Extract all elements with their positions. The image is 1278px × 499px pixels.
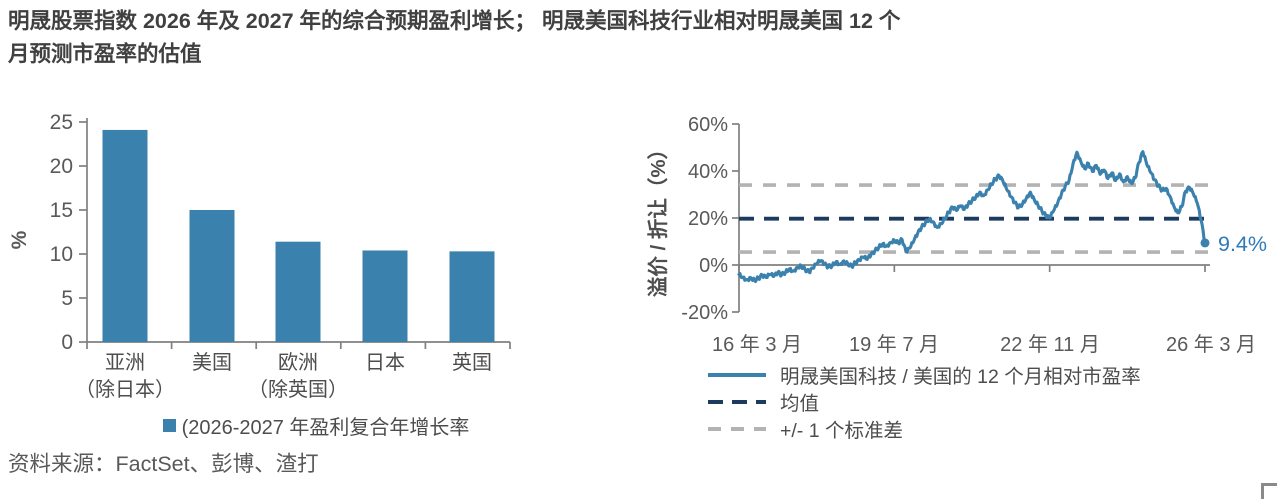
source-note: 资料来源：FactSet、彭博、渣打 <box>8 452 319 476</box>
line-x-tick-label: 16 年 3 月 <box>712 333 802 356</box>
bar-1 <box>189 210 235 342</box>
relative-pe-series-line <box>737 150 1207 284</box>
series-end-dot <box>1200 238 1210 248</box>
bar-y-tick-label: 20 <box>50 155 73 178</box>
bar-4 <box>449 251 495 342</box>
line-x-tick-label: 26 年 3 月 <box>1166 333 1256 356</box>
bar-category-label: （除日本） <box>75 378 175 401</box>
line-chart-relative-pe: 溢价 / 折让（%） 60% 40% 20% 0% -20% 16 年 3 月 19 年 7 … <box>646 114 1267 356</box>
page-title-line2: 月预测市盈率的估值 <box>8 42 202 66</box>
page-title-line1: 明晟股票指数 2026 年及 2027 年的综合预期盈利增长； 明晟美国科技行业… <box>8 9 901 33</box>
line-x-tick-label: 22 年 11 月 <box>1000 333 1100 356</box>
line-y-tick-label: 0% <box>699 255 728 277</box>
bar-2 <box>275 241 321 342</box>
solid-line-swatch-icon <box>708 372 766 377</box>
bar-0 <box>102 129 148 342</box>
bar-category-label: 欧洲 <box>278 351 318 374</box>
line-chart-legend: 明晟美国科技 / 美国的 12 个月相对市盈率 均值 +/- 1 个标准差 <box>708 361 1141 442</box>
bar-y-tick-label: 0 <box>61 331 73 354</box>
bar-y-tick-label: 25 <box>50 111 73 134</box>
bar-y-tick-label: 15 <box>50 199 73 222</box>
legend-row-stdev: +/- 1 个标准差 <box>708 415 1141 442</box>
bar-chart-legend: (2026-2027 年盈利复合年增长率 <box>0 411 632 440</box>
line-y-tick-label: 40% <box>688 161 728 183</box>
navy-dash-swatch-icon <box>708 399 766 404</box>
legend-row-mean: 均值 <box>708 388 1141 415</box>
line-x-tick-label: 19 年 7 月 <box>849 333 939 356</box>
bar-category-label: 日本 <box>365 351 405 374</box>
gray-dash-swatch-icon <box>708 426 766 431</box>
bar-3 <box>362 250 408 342</box>
bar-category-label: 亚洲 <box>105 352 145 374</box>
bar-chart-earnings-growth: % 0 5 10 15 20 25 亚洲 （除日本） 美国 欧洲 （除英国） 日本 英国 <box>8 111 511 401</box>
legend-label-mean: 均值 <box>780 393 820 415</box>
page-number-partial-glyph <box>1261 483 1277 499</box>
bar-y-tick-label: 10 <box>50 243 73 266</box>
bar-legend-label: (2026-2027 年盈利复合年增长率 <box>181 417 470 439</box>
page-title: 明晟股票指数 2026 年及 2027 年的综合预期盈利增长； 明晟美国科技行业… <box>8 5 1270 71</box>
bar-y-tick-label: 5 <box>61 287 73 310</box>
bar-category-label: 英国 <box>452 351 492 374</box>
bar-category-label: 美国 <box>192 351 232 374</box>
line-y-tick-label: -20% <box>681 302 728 324</box>
legend-row-series: 明晟美国科技 / 美国的 12 个月相对市盈率 <box>708 361 1141 388</box>
end-value-annotation: 9.4% <box>1218 232 1267 256</box>
legend-label-series: 明晟美国科技 / 美国的 12 个月相对市盈率 <box>780 366 1141 388</box>
line-y-tick-label: 20% <box>688 208 728 230</box>
bar-legend-swatch-icon <box>162 419 176 432</box>
legend-label-stdev: +/- 1 个标准差 <box>780 420 903 442</box>
line-y-tick-label: 60% <box>688 114 728 136</box>
bar-y-axis-title: % <box>8 230 31 249</box>
line-y-axis-title: 溢价 / 折让（%） <box>646 139 670 297</box>
bar-category-label: （除英国） <box>248 378 348 401</box>
